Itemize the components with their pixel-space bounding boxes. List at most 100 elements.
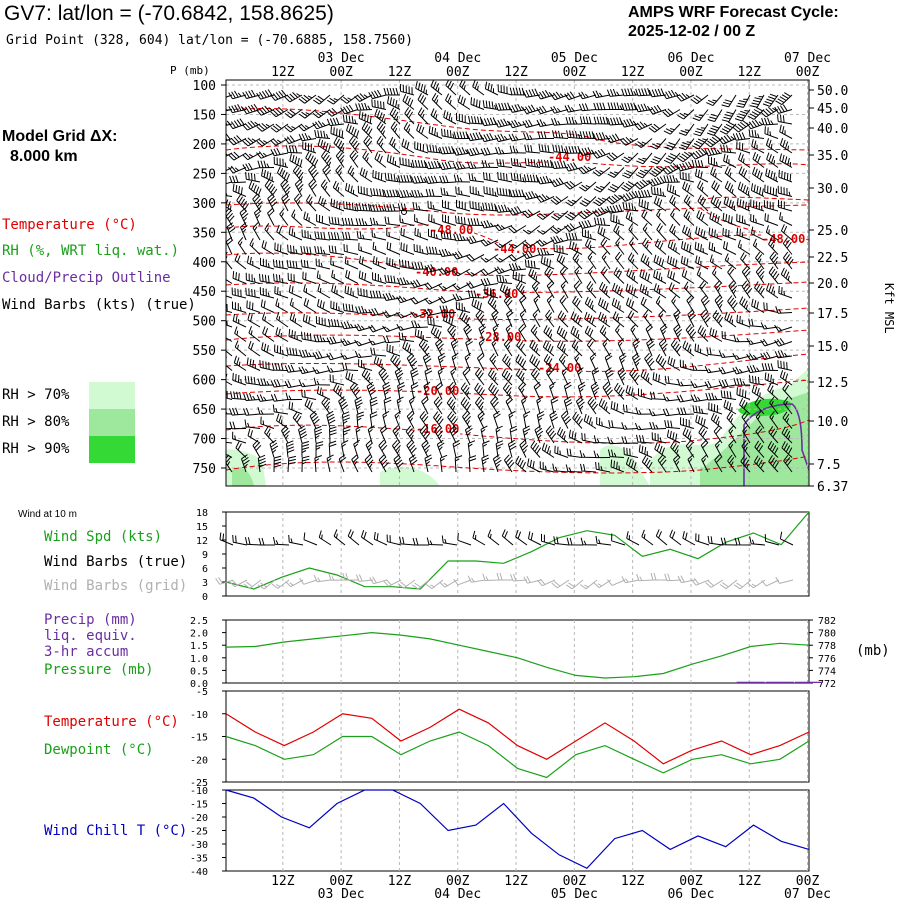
wind-barb — [761, 363, 779, 371]
wind-barb — [397, 579, 416, 589]
wind-barb — [372, 256, 387, 270]
height-tick-label: 17.5 — [817, 307, 848, 322]
wind-barb — [328, 216, 345, 226]
wind-barb — [681, 268, 695, 284]
wind-barb — [669, 194, 681, 212]
wind-barb — [304, 398, 317, 415]
wind-barb — [430, 325, 443, 342]
height-tick-label: 6.37 — [817, 480, 848, 495]
wind-barb — [682, 340, 695, 357]
wind-barb — [530, 440, 542, 458]
wind-barb — [491, 338, 499, 357]
wind-barb — [736, 227, 751, 241]
wind-barb — [384, 172, 401, 183]
wind-barb — [246, 300, 261, 313]
wind-barb — [592, 132, 611, 141]
wind-barb — [384, 216, 401, 226]
wind-barb — [523, 174, 541, 183]
wind-barb — [522, 190, 541, 200]
top-date-label: 06 Dec — [667, 51, 714, 66]
wind-barb — [326, 365, 345, 373]
wind-barb — [242, 137, 261, 147]
wind-barb — [355, 574, 374, 582]
wind-chill-panel-frame — [225, 789, 810, 872]
wind-barb — [308, 178, 318, 197]
wind-barb — [523, 575, 542, 584]
wind-barb — [507, 439, 517, 458]
wind-barb — [644, 352, 655, 371]
wind-barb — [468, 115, 485, 125]
wind-barb — [536, 396, 544, 415]
wind-barb — [252, 439, 262, 458]
wind-barb — [358, 255, 373, 270]
wind-barb — [680, 255, 695, 270]
wind-barb — [550, 225, 569, 234]
wind-barb — [662, 162, 681, 175]
height-axis-title: Kft MSL — [882, 283, 896, 334]
wind-barb — [593, 450, 611, 459]
wind-barb — [734, 109, 751, 122]
wind-barb — [615, 237, 625, 255]
wind-barb — [468, 455, 477, 473]
wind-barb — [751, 298, 765, 313]
wind-barb — [705, 392, 723, 401]
wind-barb — [556, 253, 569, 270]
wind-barb — [713, 425, 723, 444]
wind-barb — [778, 285, 793, 299]
wind-barb — [474, 382, 485, 400]
pressure-tick-label: 650 — [193, 403, 216, 418]
wind-barb — [287, 272, 303, 284]
wind-barb — [438, 248, 457, 257]
wind-barb — [396, 295, 415, 304]
wind-barb — [662, 89, 681, 100]
wind-barb — [783, 396, 793, 415]
wind-barb — [738, 152, 751, 168]
wind-barb — [368, 338, 387, 346]
wind-barb — [545, 425, 557, 444]
wind-barb — [419, 425, 431, 444]
wind-barb — [608, 449, 625, 458]
wind-barb — [414, 214, 429, 226]
y2-tick-label: 774 — [818, 666, 836, 677]
wind-barb — [543, 353, 555, 371]
wind-barb — [245, 272, 261, 284]
wind-barb — [736, 213, 751, 226]
wind-barb — [600, 266, 611, 284]
wind-barb — [371, 99, 387, 110]
wind-barb — [690, 94, 709, 105]
precip-label: Precip (mm) — [44, 612, 137, 628]
wind-barb — [215, 577, 234, 585]
wind-barb — [340, 338, 359, 347]
wind-barb — [383, 396, 392, 415]
wind-barb — [579, 579, 598, 590]
wind-barb — [272, 404, 289, 415]
dewpoint-label: Dewpoint (°C) — [44, 742, 154, 758]
wind-barb — [413, 243, 429, 255]
wind-barb — [779, 124, 793, 139]
wind-barb — [219, 532, 234, 546]
wind-barb — [692, 109, 709, 122]
wind-barb — [708, 156, 723, 168]
wind-barb — [226, 350, 233, 357]
wind-barb — [636, 152, 653, 165]
wind-barb — [528, 531, 542, 546]
wind-barb — [539, 461, 555, 473]
wind-barb — [274, 242, 289, 255]
wind-barb — [532, 309, 541, 328]
wind-barb — [528, 268, 541, 284]
wind-barb — [695, 533, 710, 546]
wind-barb — [720, 390, 737, 400]
legend-rh80-label: RH > 80% — [2, 414, 70, 430]
wind-barb — [273, 455, 282, 473]
wind-barb — [449, 425, 459, 444]
wind-barb — [546, 367, 555, 386]
wind-barb — [583, 413, 597, 429]
wind-barb — [617, 367, 627, 386]
wind-barb — [598, 398, 611, 415]
wind-barb — [741, 440, 751, 458]
wind-barbs-true-label: Wind Barbs (true) — [44, 554, 188, 570]
wind-barb — [494, 223, 513, 232]
wind-barb — [462, 367, 471, 386]
wind-barb — [667, 239, 681, 255]
